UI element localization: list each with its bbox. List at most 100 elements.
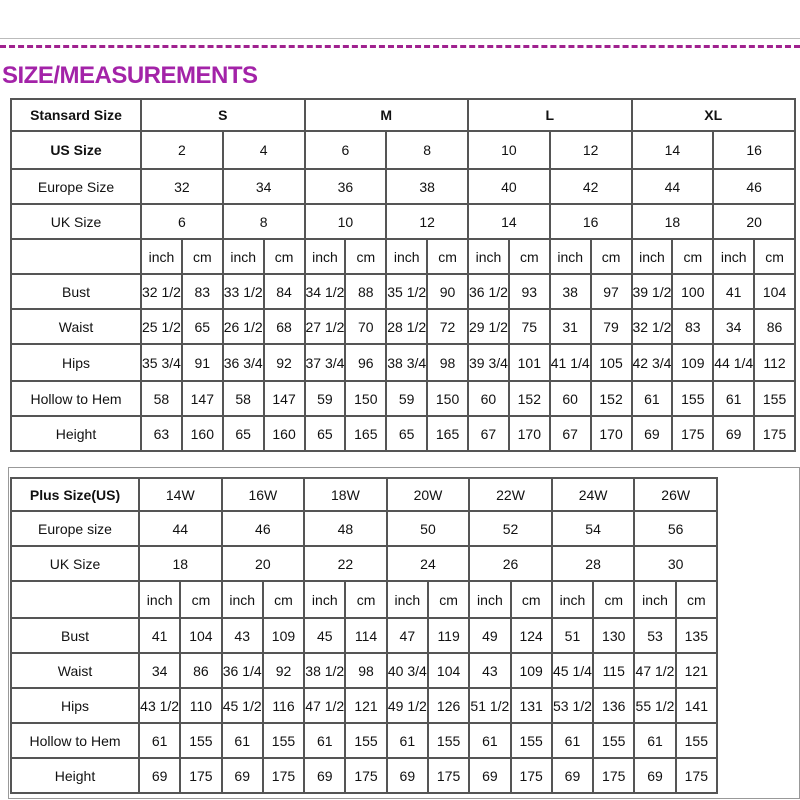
measurement-value: 155 — [674, 722, 719, 759]
measurement-value: 92 — [261, 652, 306, 689]
measurement-value: 88 — [344, 273, 388, 310]
unit-label: inch — [140, 238, 183, 275]
measurement-value: 65 — [385, 415, 429, 452]
measurement-label: Bust — [10, 617, 140, 654]
measurement-value: 25 1/2 — [140, 308, 183, 345]
measurement-value: 55 1/2 — [633, 687, 677, 724]
measurement-value: 110 — [179, 687, 223, 724]
measurement-value: 41 1/4 — [548, 343, 592, 382]
measurement-value: 42 3/4 — [630, 343, 674, 382]
measurement-value: 160 — [180, 415, 224, 452]
measurement-value: 38 — [548, 273, 592, 310]
measurement-value: 175 — [674, 757, 719, 794]
measurement-value: 31 — [548, 308, 592, 345]
measurement-row: Hips 35 3/4 91 36 3/4 92 37 3/4 96 38 3/4 98 39 3… — [10, 343, 796, 382]
measurement-value: 175 — [592, 757, 636, 794]
measurement-value: 100 — [671, 273, 715, 310]
measurement-value: 47 1/2 — [633, 652, 677, 689]
size-value: 44 — [138, 510, 223, 547]
size-value: 50 — [385, 510, 471, 547]
measurement-row: Height 69 175 69 175 69 175 69 175 69 175 69 175 69 17… — [10, 757, 719, 794]
size-value: 44 — [630, 168, 715, 205]
measurement-label: Bust — [10, 273, 142, 310]
measurement-value: 136 — [592, 687, 636, 724]
measurement-value: 43 — [220, 617, 264, 654]
plus-size: 22W — [468, 477, 553, 512]
measurement-value: 175 — [426, 757, 471, 794]
measurement-value: 104 — [179, 617, 223, 654]
standard-size-table: Stansard Size S M L XL US Size 2 4 6 8 10 12 14 16 Eur… — [10, 98, 796, 452]
measurement-value: 112 — [753, 343, 796, 382]
size-value: 6 — [140, 203, 224, 240]
measurement-value: 41 — [137, 617, 182, 654]
size-value: 24 — [385, 545, 471, 582]
measurement-value: 124 — [509, 617, 553, 654]
row-label: US Size — [10, 130, 142, 170]
size-value: 12 — [385, 203, 469, 240]
measurement-value: 155 — [179, 722, 223, 759]
size-value: 8 — [221, 203, 306, 240]
measurement-value: 61 — [633, 722, 677, 759]
measurement-value: 141 — [674, 687, 719, 724]
plus-size: 14W — [138, 477, 223, 512]
measurement-value: 155 — [753, 380, 796, 417]
size-value: 8 — [385, 130, 469, 170]
measurement-value: 67 — [548, 415, 592, 452]
empty-cell — [10, 580, 140, 619]
measurement-value: 61 — [712, 380, 756, 417]
measurement-label: Hollow to Hem — [10, 380, 142, 417]
measurement-value: 61 — [630, 380, 674, 417]
size-value: 20 — [220, 545, 306, 582]
size-value: 18 — [138, 545, 223, 582]
measurement-value: 91 — [180, 343, 224, 382]
measurement-value: 61 — [303, 722, 347, 759]
measurement-value: 131 — [509, 687, 553, 724]
measurement-label: Height — [10, 757, 140, 794]
unit-label: cm — [592, 580, 636, 619]
unit-label: inch — [137, 580, 182, 619]
measurement-value: 69 — [633, 757, 677, 794]
measurement-value: 152 — [589, 380, 633, 417]
size-value: 6 — [303, 130, 388, 170]
measurement-value: 155 — [344, 722, 388, 759]
size-value: 14 — [630, 130, 715, 170]
measurement-value: 109 — [671, 343, 715, 382]
size-value: 52 — [468, 510, 553, 547]
size-group-xl: XL — [630, 98, 796, 132]
measurement-value: 98 — [344, 652, 388, 689]
size-value: 20 — [712, 203, 796, 240]
measurement-value: 170 — [589, 415, 633, 452]
measurement-label: Hips — [10, 343, 142, 382]
unit-label: inch — [385, 238, 429, 275]
size-value: 10 — [467, 130, 551, 170]
measurement-value: 45 1/4 — [550, 652, 595, 689]
measurement-value: 29 1/2 — [467, 308, 510, 345]
size-value: 12 — [548, 130, 633, 170]
unit-label: inch — [548, 238, 592, 275]
measurement-value: 175 — [753, 415, 796, 452]
measurement-value: 147 — [180, 380, 224, 417]
measurement-value: 63 — [140, 415, 183, 452]
measurement-value: 32 1/2 — [140, 273, 183, 310]
measurement-value: 175 — [509, 757, 553, 794]
measurement-value: 61 — [137, 722, 182, 759]
measurement-value: 59 — [303, 380, 347, 417]
measurement-value: 175 — [261, 757, 306, 794]
measurement-value: 70 — [344, 308, 388, 345]
measurement-value: 69 — [468, 757, 512, 794]
measurement-value: 175 — [671, 415, 715, 452]
row-label: UK Size — [10, 545, 140, 582]
measurement-value: 69 — [137, 757, 182, 794]
measurement-value: 84 — [262, 273, 306, 310]
measurement-value: 65 — [303, 415, 347, 452]
measurement-value: 170 — [507, 415, 551, 452]
unit-label: cm — [509, 580, 553, 619]
measurement-value: 150 — [426, 380, 469, 417]
measurement-value: 61 — [468, 722, 512, 759]
size-value: 30 — [633, 545, 718, 582]
size-value: 10 — [303, 203, 388, 240]
unit-label: inch — [467, 238, 510, 275]
size-value: 46 — [712, 168, 796, 205]
measurement-value: 109 — [509, 652, 553, 689]
unit-row: inch cm inch cm inch cm inch cm inch cm inch cm inch… — [10, 580, 719, 619]
